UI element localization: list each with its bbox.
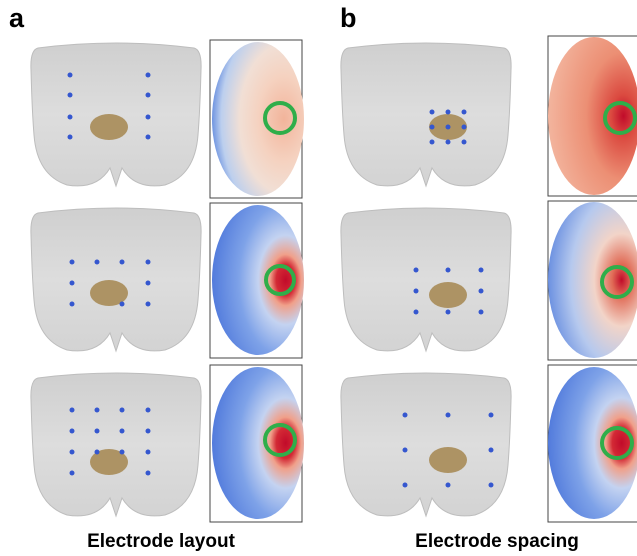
panel-label: b [340, 3, 357, 33]
body-model [31, 43, 201, 186]
body-model [31, 373, 201, 516]
panel-caption: Electrode layout [87, 531, 235, 552]
heatmap [210, 40, 304, 198]
heatmap [548, 365, 637, 522]
panel-label: a [9, 3, 25, 33]
heatmap [548, 36, 637, 196]
body-model [341, 373, 511, 516]
panel-caption: Electrode spacing [415, 531, 579, 552]
figure: a b [0, 0, 637, 556]
heatmap [210, 365, 304, 522]
body-model [31, 208, 201, 351]
heatmap [210, 203, 304, 358]
page: a b [0, 0, 637, 556]
body-model [341, 43, 511, 186]
heatmap [548, 201, 637, 360]
body-model [341, 208, 511, 351]
